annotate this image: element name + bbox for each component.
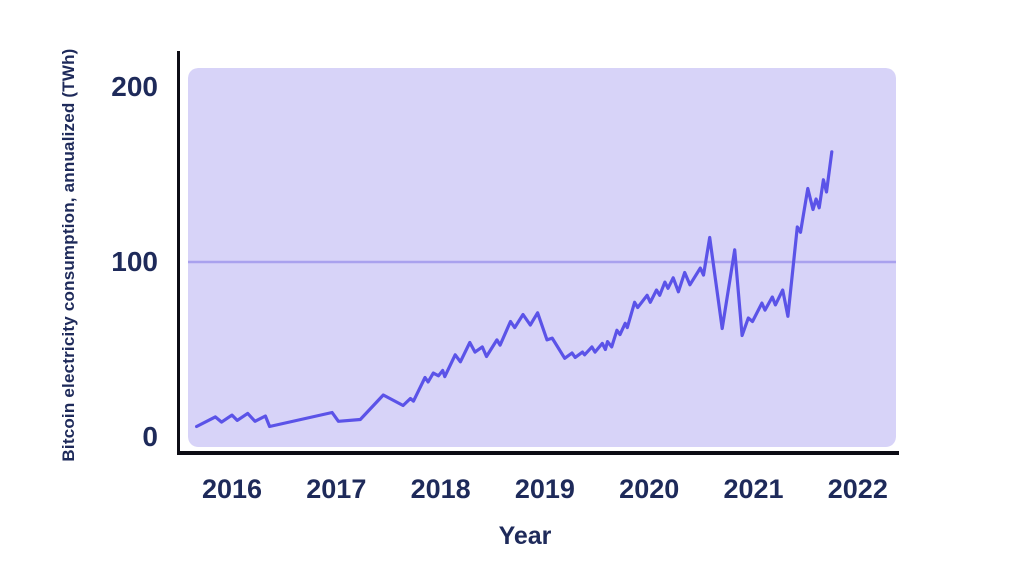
plot-area: [188, 68, 896, 447]
x-tick-label: 2022: [827, 474, 888, 504]
x-tick-label: 2017: [306, 474, 367, 504]
x-tick-label: 2019: [514, 474, 575, 504]
x-axis-line: [177, 451, 899, 455]
x-axis-title: Year: [498, 522, 552, 550]
y-axis-line: [177, 51, 180, 455]
y-tick-label: 0: [142, 421, 158, 452]
y-tick-label: 200: [111, 71, 158, 102]
x-tick-label: 2020: [619, 474, 680, 504]
x-tick-label: 2016: [201, 474, 263, 504]
x-tick-label: 2021: [723, 474, 784, 504]
consumption-line-series: [195, 150, 834, 429]
plot-background: [188, 68, 896, 447]
y-tick-label: 100: [111, 246, 158, 277]
x-tick-label: 2018: [410, 474, 471, 504]
